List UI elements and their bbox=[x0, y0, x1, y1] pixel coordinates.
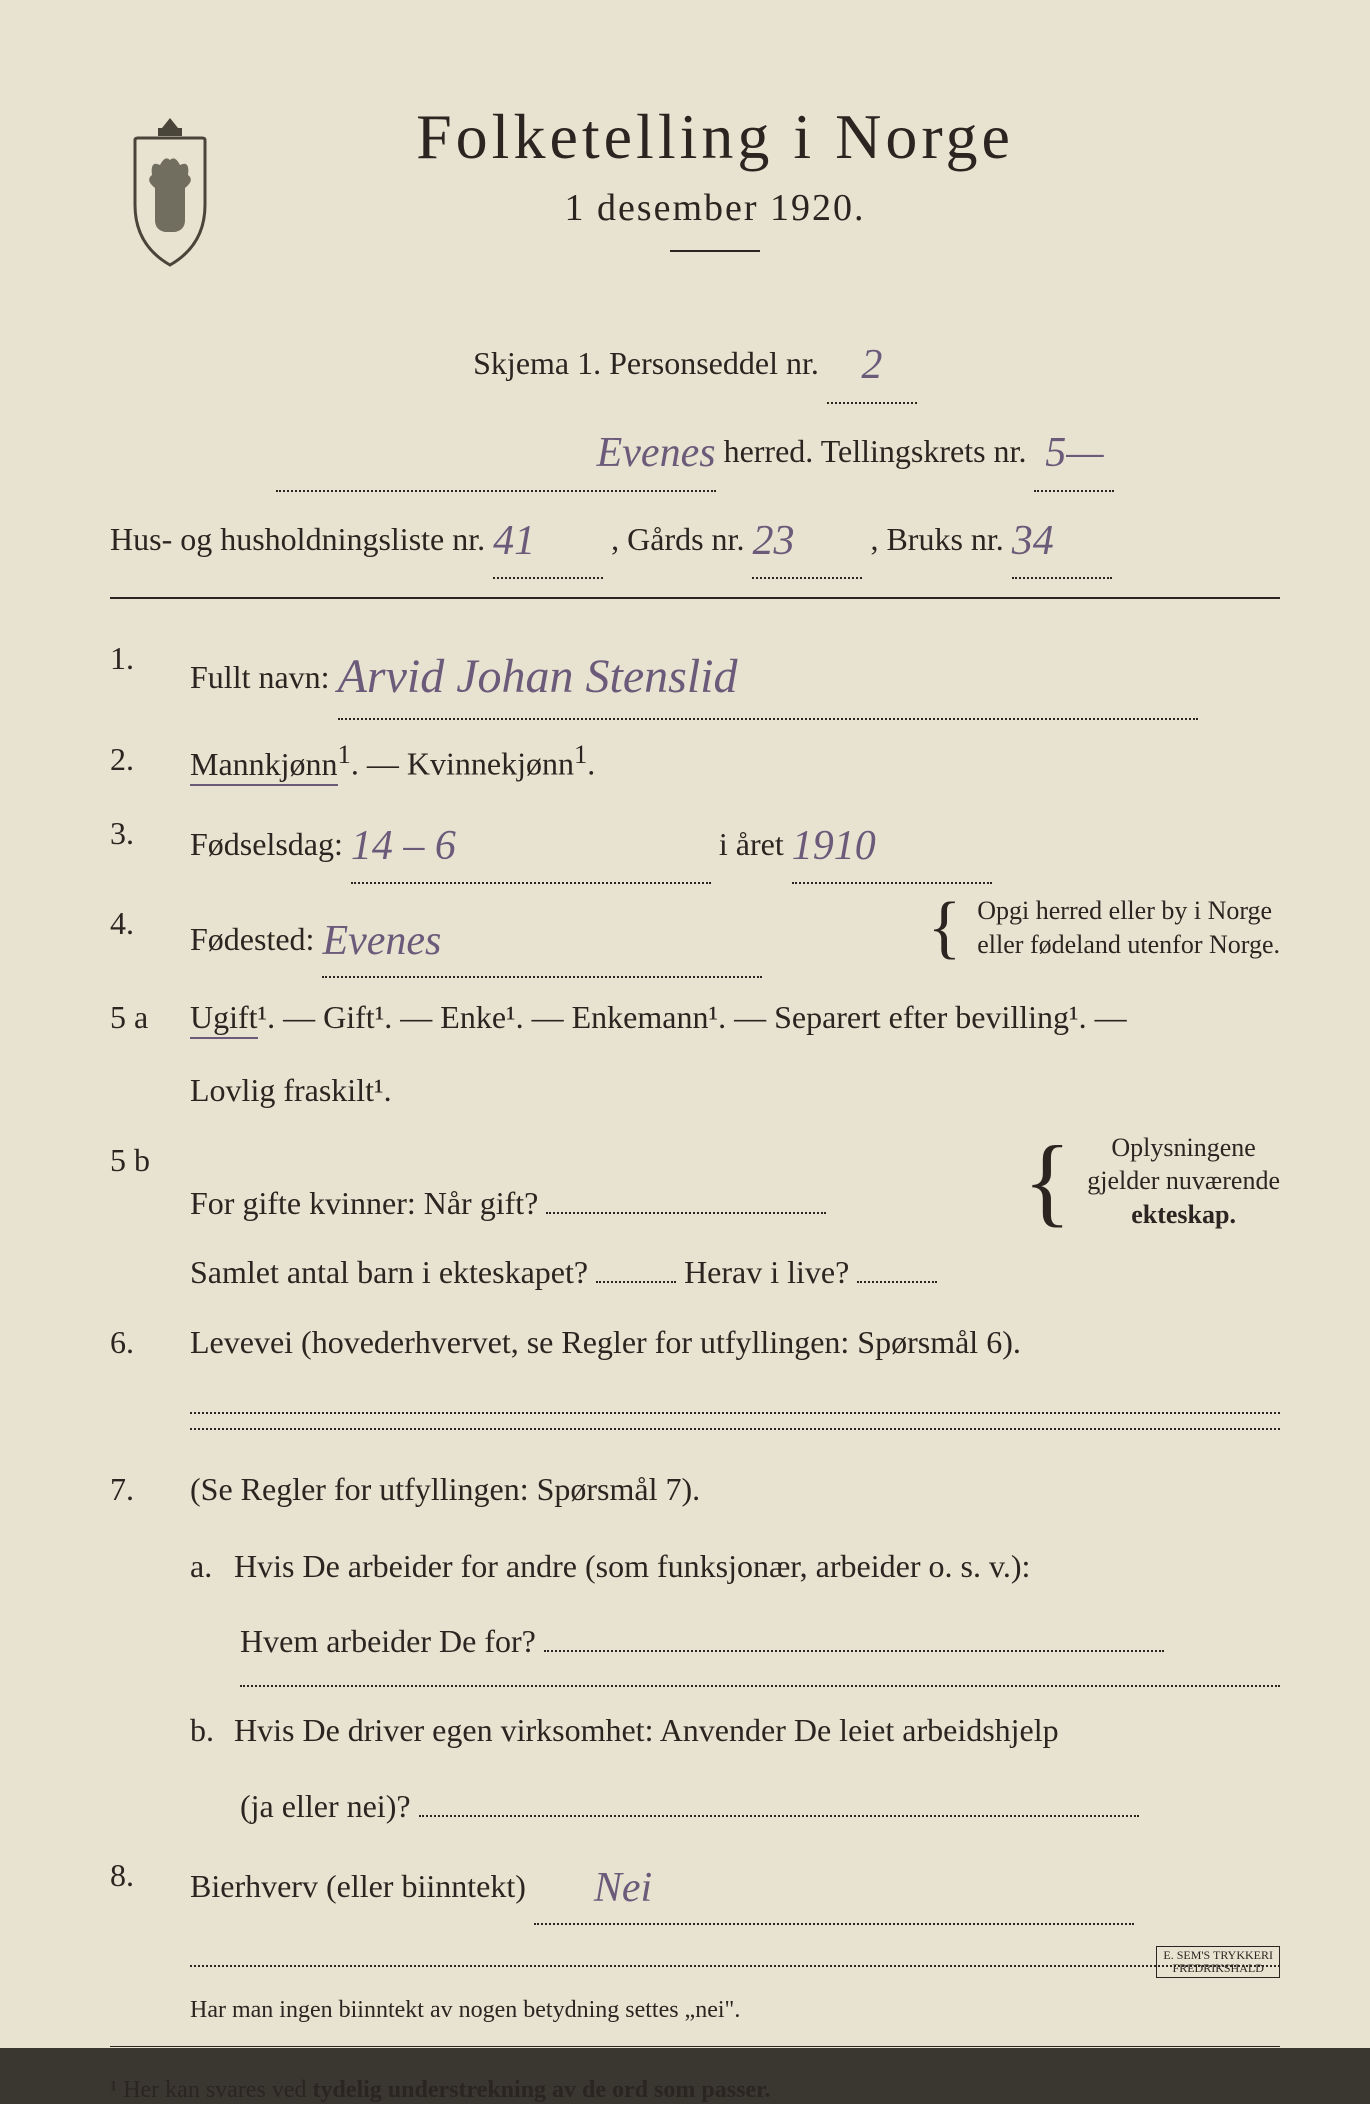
q6-text: Levevei (hovederhvervet, se Regler for u… bbox=[190, 1324, 1021, 1360]
q6-row: 6. Levevei (hovederhvervet, se Regler fo… bbox=[110, 1313, 1280, 1444]
q5b-l2a: Samlet antal barn i ekteskapet? bbox=[190, 1254, 588, 1290]
q2-sup1: 1 bbox=[338, 739, 351, 769]
q7a-l2: Hvem arbeider De for? bbox=[240, 1623, 536, 1659]
q7b-letter: b. bbox=[190, 1701, 226, 1760]
q7-num: 7. bbox=[110, 1460, 190, 1836]
q2-dash: . — Kvinnekjønn bbox=[351, 746, 574, 782]
personseddel-nr: 2 bbox=[861, 342, 882, 388]
q3-year: 1910 bbox=[792, 823, 876, 869]
coat-of-arms bbox=[110, 110, 230, 270]
q7-row: 7. (Se Regler for utfyllingen: Spørsmål … bbox=[110, 1460, 1280, 1836]
q4-note-l2: eller fødeland utenfor Norge. bbox=[977, 930, 1280, 959]
gards-label: , Gårds nr. bbox=[611, 521, 744, 557]
q8-value: Nei bbox=[534, 1865, 652, 1911]
q2-sup2: 1 bbox=[574, 739, 587, 769]
bruks-nr: 34 bbox=[1012, 518, 1054, 564]
q5b-num: 5 b bbox=[110, 1131, 190, 1303]
q8-label: Bierhverv (eller biinntekt) bbox=[190, 1868, 526, 1904]
footer-note1: Har man ingen biinntekt av nogen betydni… bbox=[190, 1997, 1280, 2024]
q3-row: 3. Fødselsdag: 14 – 6 i året 1910 bbox=[110, 804, 1280, 884]
q1-label: Fullt navn: bbox=[190, 659, 330, 695]
q7a-letter: a. bbox=[190, 1537, 226, 1596]
q5b-l1a: For gifte kvinner: Når gift? bbox=[190, 1185, 538, 1221]
q4-note-l1: Opgi herred eller by i Norge bbox=[977, 896, 1272, 925]
q6-rule2 bbox=[190, 1428, 1280, 1430]
section-divider bbox=[110, 597, 1280, 599]
q5b-note: Oplysningene gjelder nuværende ekteskap. bbox=[1087, 1131, 1280, 1232]
schema-label: Skjema 1. Personseddel nr. bbox=[473, 345, 819, 381]
q7-intro: (Se Regler for utfyllingen: Spørsmål 7). bbox=[190, 1460, 1280, 1519]
page-subtitle: 1 desember 1920. bbox=[270, 186, 1160, 230]
footer-rule bbox=[190, 1965, 1280, 1967]
footer-note2-bold: tydelig understrekning av de ord som pas… bbox=[312, 2077, 770, 2103]
q3-day: 14 – 6 bbox=[351, 823, 456, 869]
printer-mark: E. SEM'S TRYKKERI FREDRIKSHALD bbox=[1156, 1946, 1280, 1978]
q2-mannkjonn: Mannkjønn bbox=[190, 746, 338, 786]
q7b-l1: Hvis De driver egen virksomhet: Anvender… bbox=[234, 1712, 1059, 1748]
bruks-label: , Bruks nr. bbox=[870, 521, 1003, 557]
q4-label: Fødested: bbox=[190, 921, 314, 957]
q7b-l2: (ja eller nei)? bbox=[240, 1788, 411, 1824]
title-divider bbox=[670, 250, 760, 252]
q5b-l2b: Herav i live? bbox=[684, 1254, 849, 1290]
q5a-num: 5 a bbox=[110, 988, 190, 1120]
footnote-divider bbox=[110, 2046, 1280, 2047]
printer-l2: FREDRIKSHALD bbox=[1163, 1962, 1273, 1975]
q5b-note1: Oplysningene bbox=[1111, 1133, 1255, 1162]
q5a-line2: Lovlig fraskilt¹. bbox=[190, 1061, 1280, 1120]
q6-rule1 bbox=[190, 1412, 1280, 1414]
title-block: Folketelling i Norge 1 desember 1920. bbox=[270, 100, 1280, 292]
herred-line: Evenes herred. Tellingskrets nr. 5— bbox=[110, 410, 1280, 492]
q1-row: 1. Fullt navn: Arvid Johan Stenslid bbox=[110, 629, 1280, 720]
schema-line: Skjema 1. Personseddel nr. 2 bbox=[110, 322, 1280, 404]
page-title: Folketelling i Norge bbox=[270, 100, 1160, 174]
q6-num: 6. bbox=[110, 1313, 190, 1444]
q2-row: 2. Mannkjønn1. — Kvinnekjønn1. bbox=[110, 730, 1280, 794]
q3-num: 3. bbox=[110, 804, 190, 884]
q4-value: Evenes bbox=[322, 918, 441, 964]
header: Folketelling i Norge 1 desember 1920. bbox=[110, 100, 1280, 292]
printer-l1: E. SEM'S TRYKKERI bbox=[1163, 1949, 1273, 1962]
q2-tail: . bbox=[587, 746, 595, 782]
q4-row: 4. Fødested: Evenes { Opgi herred eller … bbox=[110, 894, 1280, 978]
q5b-row: 5 b For gifte kvinner: Når gift? Samlet … bbox=[110, 1131, 1280, 1303]
q5b-note3: ekteskap. bbox=[1131, 1200, 1236, 1229]
q5a-row: 5 a Ugift¹. — Gift¹. — Enke¹. — Enkemann… bbox=[110, 988, 1280, 1120]
q7a-rule bbox=[240, 1685, 1280, 1687]
q4-num: 4. bbox=[110, 894, 190, 978]
husliste-label: Hus- og husholdningsliste nr. bbox=[110, 521, 485, 557]
herred-value: Evenes bbox=[597, 430, 716, 476]
gards-nr: 23 bbox=[752, 518, 794, 564]
footer-note2: ¹ Her kan svares ved tydelig understrekn… bbox=[110, 2077, 1280, 2104]
census-form-page: Folketelling i Norge 1 desember 1920. Sk… bbox=[0, 0, 1370, 2048]
crest-svg bbox=[110, 110, 230, 270]
husliste-nr: 41 bbox=[493, 518, 535, 564]
tellingskrets-nr: 5— bbox=[1045, 430, 1103, 476]
brace-icon: { bbox=[928, 907, 962, 949]
herred-label: herred. Tellingskrets nr. bbox=[724, 433, 1027, 469]
q1-value: Arvid Johan Stenslid bbox=[338, 650, 738, 703]
husliste-line: Hus- og husholdningsliste nr. 41 , Gårds… bbox=[110, 498, 1280, 580]
q5a-line1: Ugift¹. — Gift¹. — Enke¹. — Enkemann¹. —… bbox=[190, 988, 1280, 1047]
q1-num: 1. bbox=[110, 629, 190, 720]
q3-mid: i året bbox=[719, 826, 784, 862]
brace-icon-2: { bbox=[1023, 1151, 1071, 1211]
q8-num: 8. bbox=[110, 1846, 190, 1926]
q8-row: 8. Bierhverv (eller biinntekt) Nei bbox=[110, 1846, 1280, 1926]
q2-num: 2. bbox=[110, 730, 190, 794]
footer-note2-pre: ¹ Her kan svares ved bbox=[110, 2077, 312, 2103]
q4-note: Opgi herred eller by i Norge eller fødel… bbox=[977, 894, 1280, 962]
q7a-l1: Hvis De arbeider for andre (som funksjon… bbox=[234, 1548, 1030, 1584]
q3-label: Fødselsdag: bbox=[190, 826, 343, 862]
q5b-note2: gjelder nuværende bbox=[1087, 1166, 1280, 1195]
